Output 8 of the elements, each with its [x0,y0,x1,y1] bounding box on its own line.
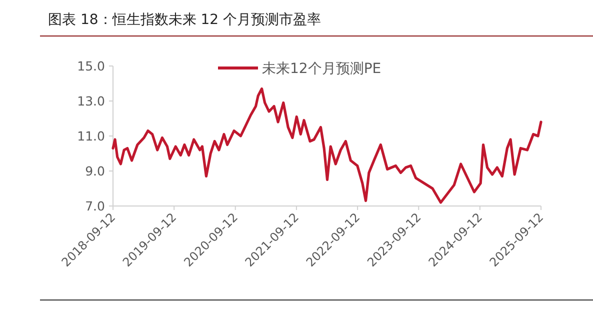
y-tick-label: 15.0 [77,58,106,74]
y-tick-label: 9.0 [85,164,106,178]
y-tick-label: 13.0 [77,94,106,108]
y-tick-label: 7.0 [85,198,106,214]
y-tick-label: 11.0 [77,128,106,144]
line-series [112,87,542,204]
legend-label: 未来12个月预测PE [262,61,382,77]
chart-title: 图表 18：恒生指数未来 12 个月预测市盈率 [48,12,321,28]
